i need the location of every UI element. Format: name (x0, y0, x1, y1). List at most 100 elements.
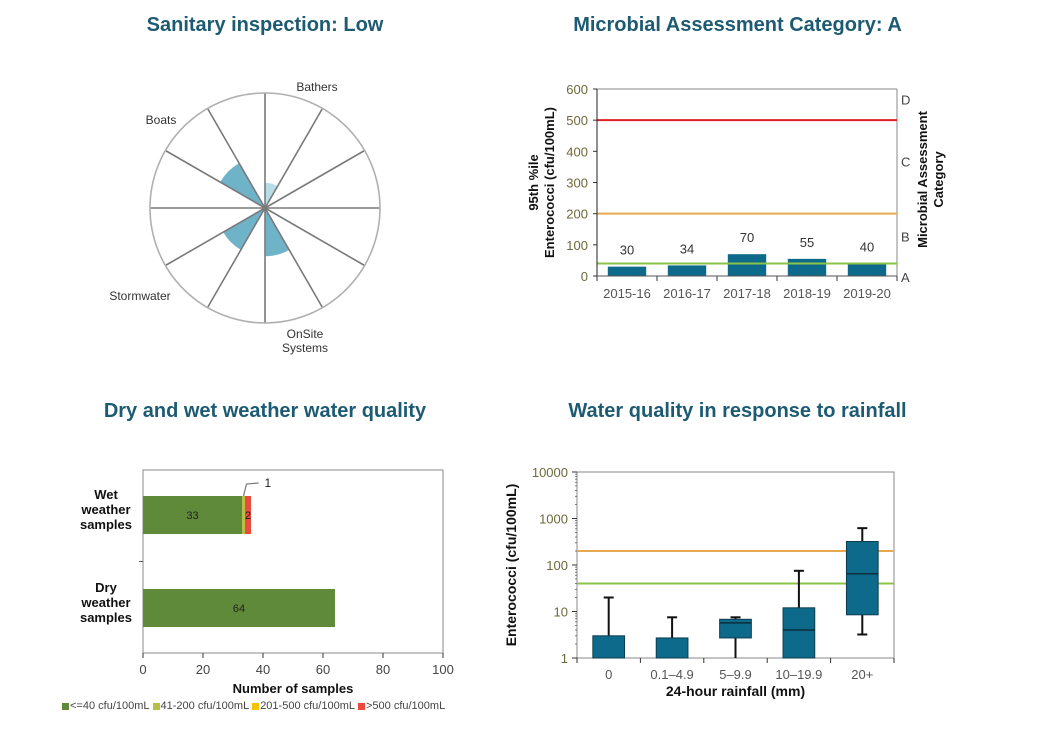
mac-y2label-line2: Category (931, 151, 946, 208)
drywet-xtick-label: 0 (139, 662, 146, 677)
mac-bar-label: 30 (620, 243, 634, 258)
drywet-title: Dry and wet weather water quality (103, 400, 427, 422)
rainfall-ylabel: Enterococci (cfu/100mL) (503, 484, 519, 647)
rainfall-xtick-label: 0 (605, 667, 612, 682)
mac-bar (727, 254, 767, 276)
mac-y2label-line1: Microbial Assessment (915, 110, 930, 247)
drywet-segment (245, 496, 251, 534)
legend-swatch (252, 702, 260, 710)
drywet-segment-label: 64 (233, 603, 245, 615)
rainfall-box (845, 541, 879, 616)
polar-spoke (206, 207, 266, 308)
drywet-category-label: Wet (94, 487, 118, 502)
drywet-xlabel: Number of samples (233, 681, 354, 696)
rainfall-xtick-label: 5–9.9 (719, 667, 752, 682)
drywet-xtick-label: 60 (316, 662, 330, 677)
polar-spoke (264, 207, 365, 267)
rainfall-xtick-label: 10–19.9 (775, 667, 822, 682)
rainfall-ytick-label: 10 (554, 605, 568, 620)
rainfall-title: Water quality in response to rainfall (568, 400, 907, 422)
polar-label-onsite: OnSite (287, 327, 324, 341)
mac-bar (787, 258, 827, 276)
sanitary-title: Sanitary inspection: Low (146, 14, 384, 36)
drywet-callout-label: 1 (265, 476, 272, 490)
polar-wedge-stormwater (223, 208, 265, 250)
legend-swatch (357, 702, 365, 710)
mac-ytick-label: 600 (566, 82, 588, 97)
drywet-xtick-label: 20 (196, 662, 210, 677)
mac-ytick-label: 300 (566, 176, 588, 191)
rainfall-ytick-label: 10000 (532, 465, 568, 480)
mac-ytick-label: 100 (566, 238, 588, 253)
drywet-category-label: weather (80, 595, 130, 610)
mac-category-d: D (901, 92, 910, 107)
rainfall-ytick-label: 100 (546, 558, 568, 573)
mac-bar-label: 34 (680, 241, 694, 256)
drywet-segment-label: 33 (186, 510, 198, 522)
polar-wedge-onsite-systems (265, 208, 290, 257)
rainfall-ytick-label: 1 (561, 651, 568, 666)
polar-outline (149, 92, 381, 324)
drywet-legend: <=40 cfu/100mL 41-200 cfu/100mL 201-500 cf… (62, 700, 448, 712)
drywet-category-label: Dry (95, 580, 117, 595)
polar-spoke (165, 149, 266, 209)
drywet-callout-line (242, 482, 259, 497)
mac-bar-label: 70 (740, 230, 754, 245)
mac-ylabel-line2: Enterococci (cfu/100mL) (542, 107, 557, 258)
mac-plot-area (597, 89, 897, 276)
drywet-segment (143, 589, 335, 627)
polar-spoke (264, 108, 324, 209)
legend-label: 41-200 cfu/100mL (160, 700, 250, 712)
mac-category-c: C (901, 155, 910, 170)
drywet-xtick-label: 100 (432, 662, 454, 677)
polar-spoke (165, 207, 266, 267)
mac-bar-label: 55 (800, 235, 814, 250)
rainfall-box (782, 607, 816, 659)
mac-ytick-label: 500 (566, 113, 588, 128)
mac-ytick-label: 400 (566, 144, 588, 159)
mac-xtick-label: 2017-18 (723, 286, 771, 301)
legend-label: <=40 cfu/100mL (70, 700, 150, 712)
rainfall-ytick-label: 1000 (539, 512, 568, 527)
drywet-category-label: samples (80, 610, 132, 625)
mac-bar-label: 40 (860, 240, 874, 255)
rainfall-xtick-label: 0.1–4.9 (650, 667, 693, 682)
rainfall-box (655, 637, 689, 659)
drywet-xtick-label: 40 (256, 662, 270, 677)
polar-label-systems: Systems (282, 341, 328, 355)
drywet-category-label: samples (80, 517, 132, 532)
mac-category-a: A (901, 270, 910, 285)
rainfall-box (592, 635, 626, 659)
polar-label-boats: Boats (146, 113, 177, 127)
polar-wedge-boats (220, 163, 265, 208)
drywet-segment (242, 496, 245, 534)
polar-label-stormwater: Stormwater (109, 289, 170, 303)
rainfall-xtick-label: 20+ (851, 667, 873, 682)
mac-ytick-label: 200 (566, 207, 588, 222)
legend-label: >500 cfu/100mL (365, 700, 446, 712)
drywet-category-label: weather (80, 502, 130, 517)
mac-bar (847, 263, 887, 276)
legend-swatch (62, 702, 69, 710)
polar-label-bathers: Bathers (296, 80, 337, 94)
drywet-segment-label: 2 (245, 510, 251, 522)
mac-ytick-label: 0 (581, 269, 588, 284)
legend-item: >500 cfu/100mL (357, 700, 446, 712)
legend-label: 201-500 cfu/100mL (260, 700, 355, 712)
legend-item: <=40 cfu/100mL (62, 700, 150, 712)
rainfall-xlabel: 24-hour rainfall (mm) (666, 683, 805, 699)
drywet-segment (143, 496, 242, 534)
legend-item: 201-500 cfu/100mL (252, 700, 355, 712)
mac-xtick-label: 2018-19 (783, 286, 831, 301)
mac-bar (667, 265, 707, 276)
mac-category-b: B (901, 229, 910, 244)
mac-title: Microbial Assessment Category: A (573, 14, 902, 36)
mac-xtick-label: 2019-20 (843, 286, 891, 301)
mac-ylabel-line1: 95th %ile (526, 154, 541, 210)
legend-item: 41-200 cfu/100mL (152, 700, 250, 712)
polar-spoke (264, 207, 324, 308)
polar-spoke (206, 108, 266, 209)
mac-bar (607, 266, 647, 276)
legend-swatch (152, 702, 160, 710)
